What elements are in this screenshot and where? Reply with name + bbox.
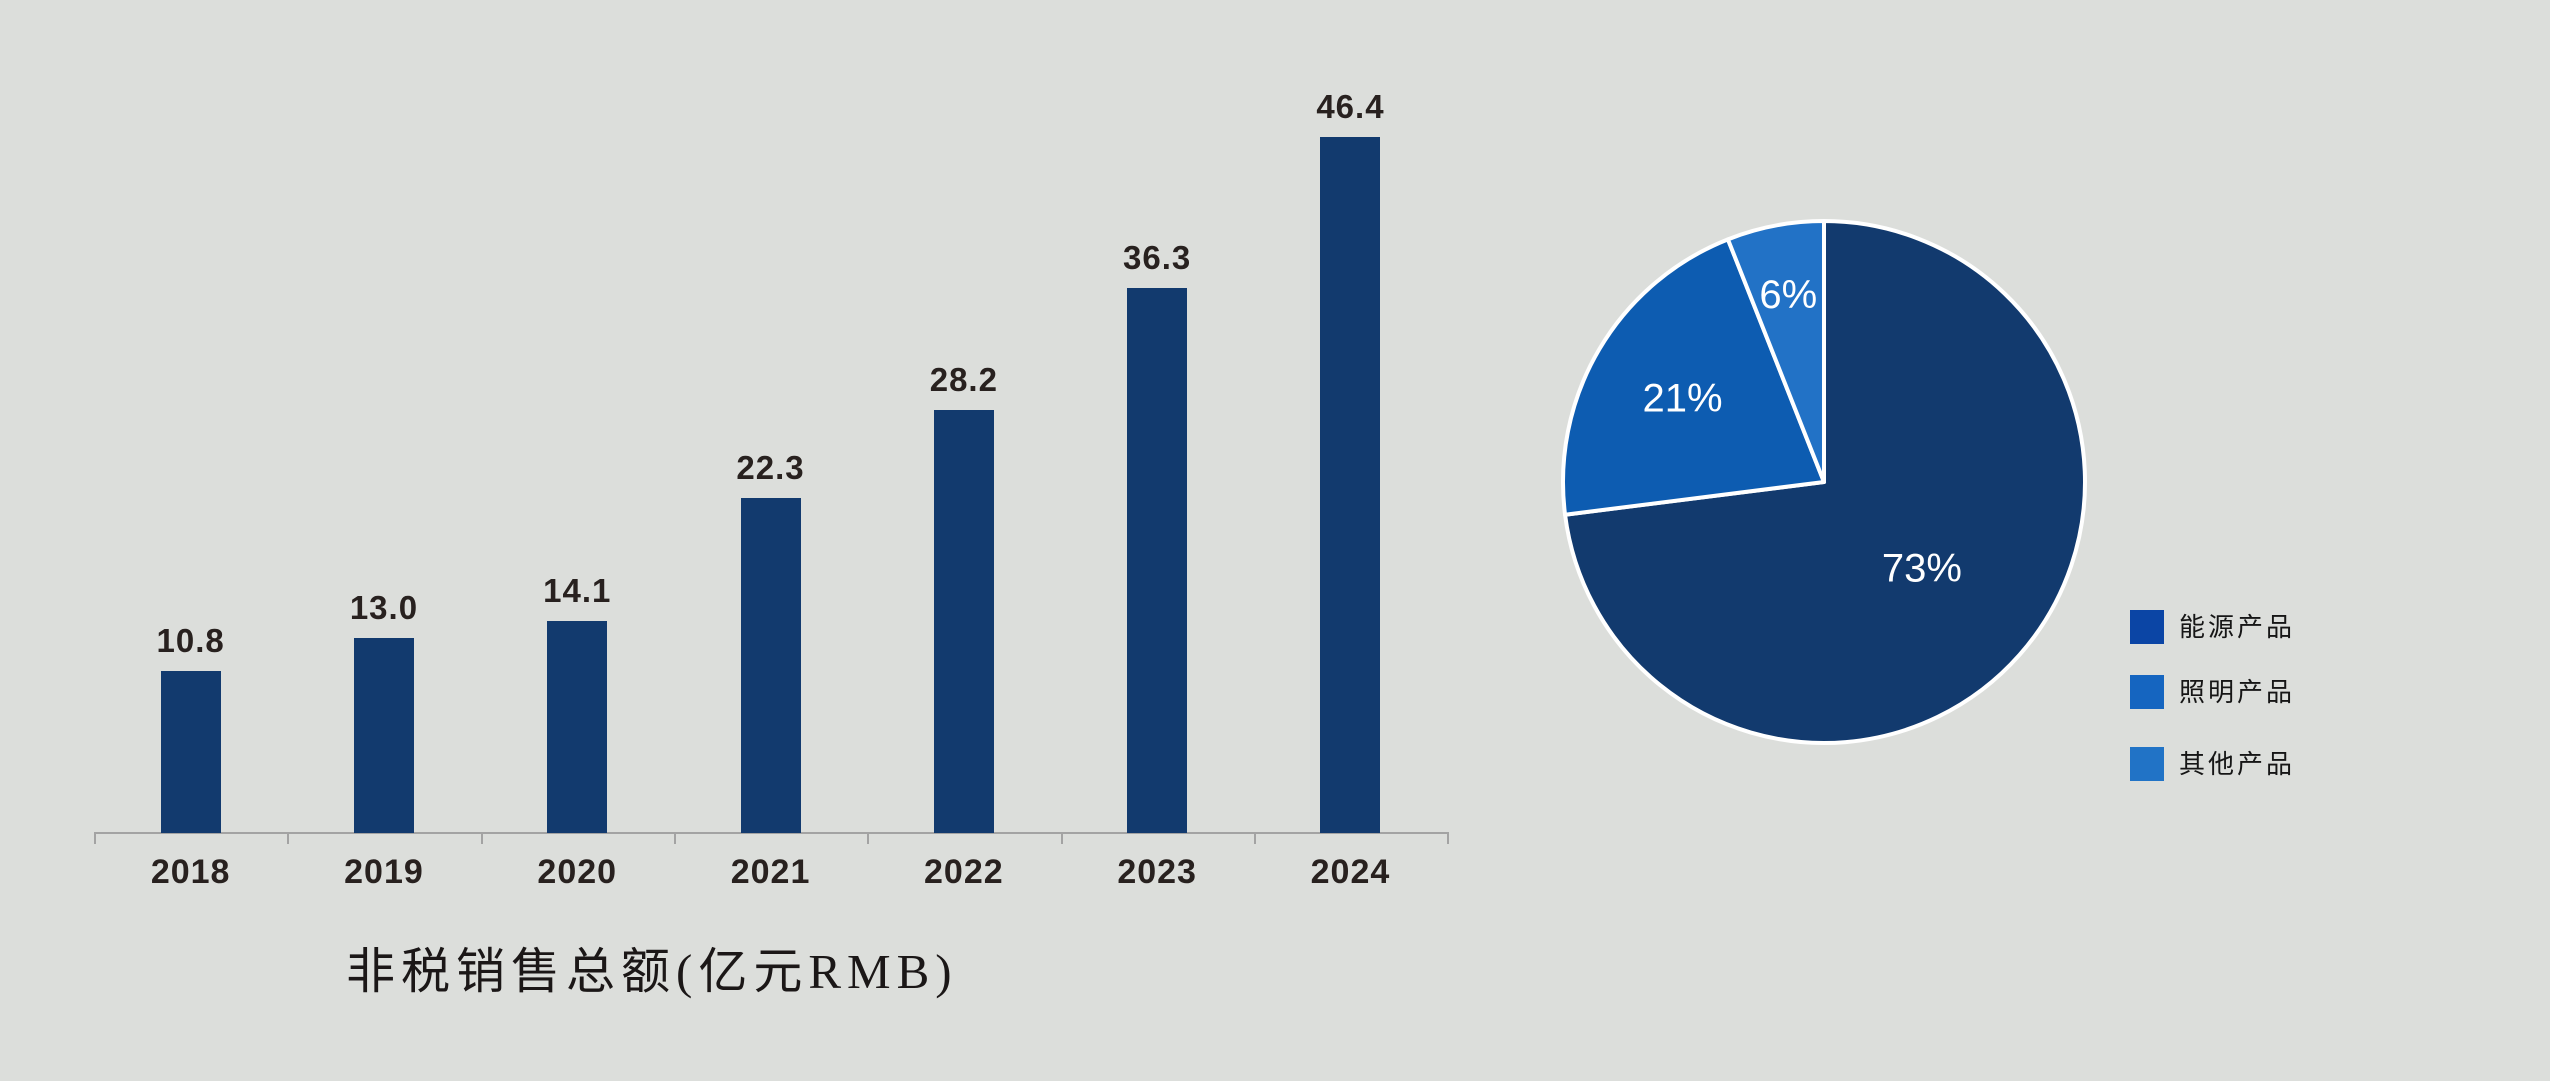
x-axis-label-2018: 2018 [150,853,231,891]
x-axis-label-2020: 2020 [537,853,618,891]
legend-label-能源产品: 能源产品 [2179,612,2296,642]
legend-label-照明产品: 照明产品 [2179,677,2296,707]
legend-label-其他产品: 其他产品 [2179,749,2296,779]
legend-swatch-能源产品 [2130,610,2164,644]
pie-chart: 73% 21% 6% [1561,219,2087,745]
x-axis-label-2024: 2024 [1310,853,1391,891]
bar-chart: 非税销售总额(亿元RMB) 10.8 2018 13.0 2019 14.1 2020 22… [94,88,1450,999]
x-axis-tick [480,833,483,844]
pie-slice-其他产品 [1725,219,1826,484]
x-axis-tick [673,833,676,844]
bar-value-label-2022: 28.2 [929,361,998,398]
bar-2021 [740,498,801,833]
bar-2022 [933,410,994,833]
bar-value-label-2018: 10.8 [156,622,225,659]
legend-swatch-其他产品 [2130,747,2164,781]
bar-value-label-2020: 14.1 [543,572,612,609]
bar-chart-title: 非税销售总额(亿元RMB) [346,944,958,999]
bar-2018 [160,671,221,833]
x-axis-tick [94,833,96,844]
x-axis-label-2021: 2021 [730,853,811,891]
x-axis-tick [867,833,870,844]
x-axis-tick [1060,833,1063,844]
x-axis-label-2022: 2022 [924,853,1004,891]
legend-swatch-照明产品 [2130,675,2164,709]
bar-2023 [1127,288,1188,833]
bar-2019 [353,638,414,833]
pie-percentage-label-能源产品: 73% [1882,546,1962,590]
legend-item-其他产品: 其他产品 [2130,747,2295,781]
pie-percentage-label-其他产品: 6% [1759,273,1817,317]
bar-2024 [1320,137,1381,833]
bar-value-label-2023: 36.3 [1123,239,1192,276]
x-axis-line [94,832,1450,834]
x-axis-tick [287,833,290,844]
bar-2020 [547,621,608,833]
x-axis-tick [1447,833,1450,844]
pie-percentage-label-照明产品: 21% [1642,376,1722,420]
bar-value-label-2021: 22.3 [736,449,805,486]
legend-item-能源产品: 能源产品 [2130,610,2295,644]
bar-value-label-2019: 13.0 [349,589,419,626]
x-axis-label-2023: 2023 [1117,853,1197,891]
x-axis-label-2019: 2019 [344,853,424,891]
pie-slice-照明产品 [1561,237,1826,517]
bar-value-label-2024: 46.4 [1316,88,1385,125]
legend-item-照明产品: 照明产品 [2130,675,2295,709]
x-axis-tick [1253,833,1256,844]
